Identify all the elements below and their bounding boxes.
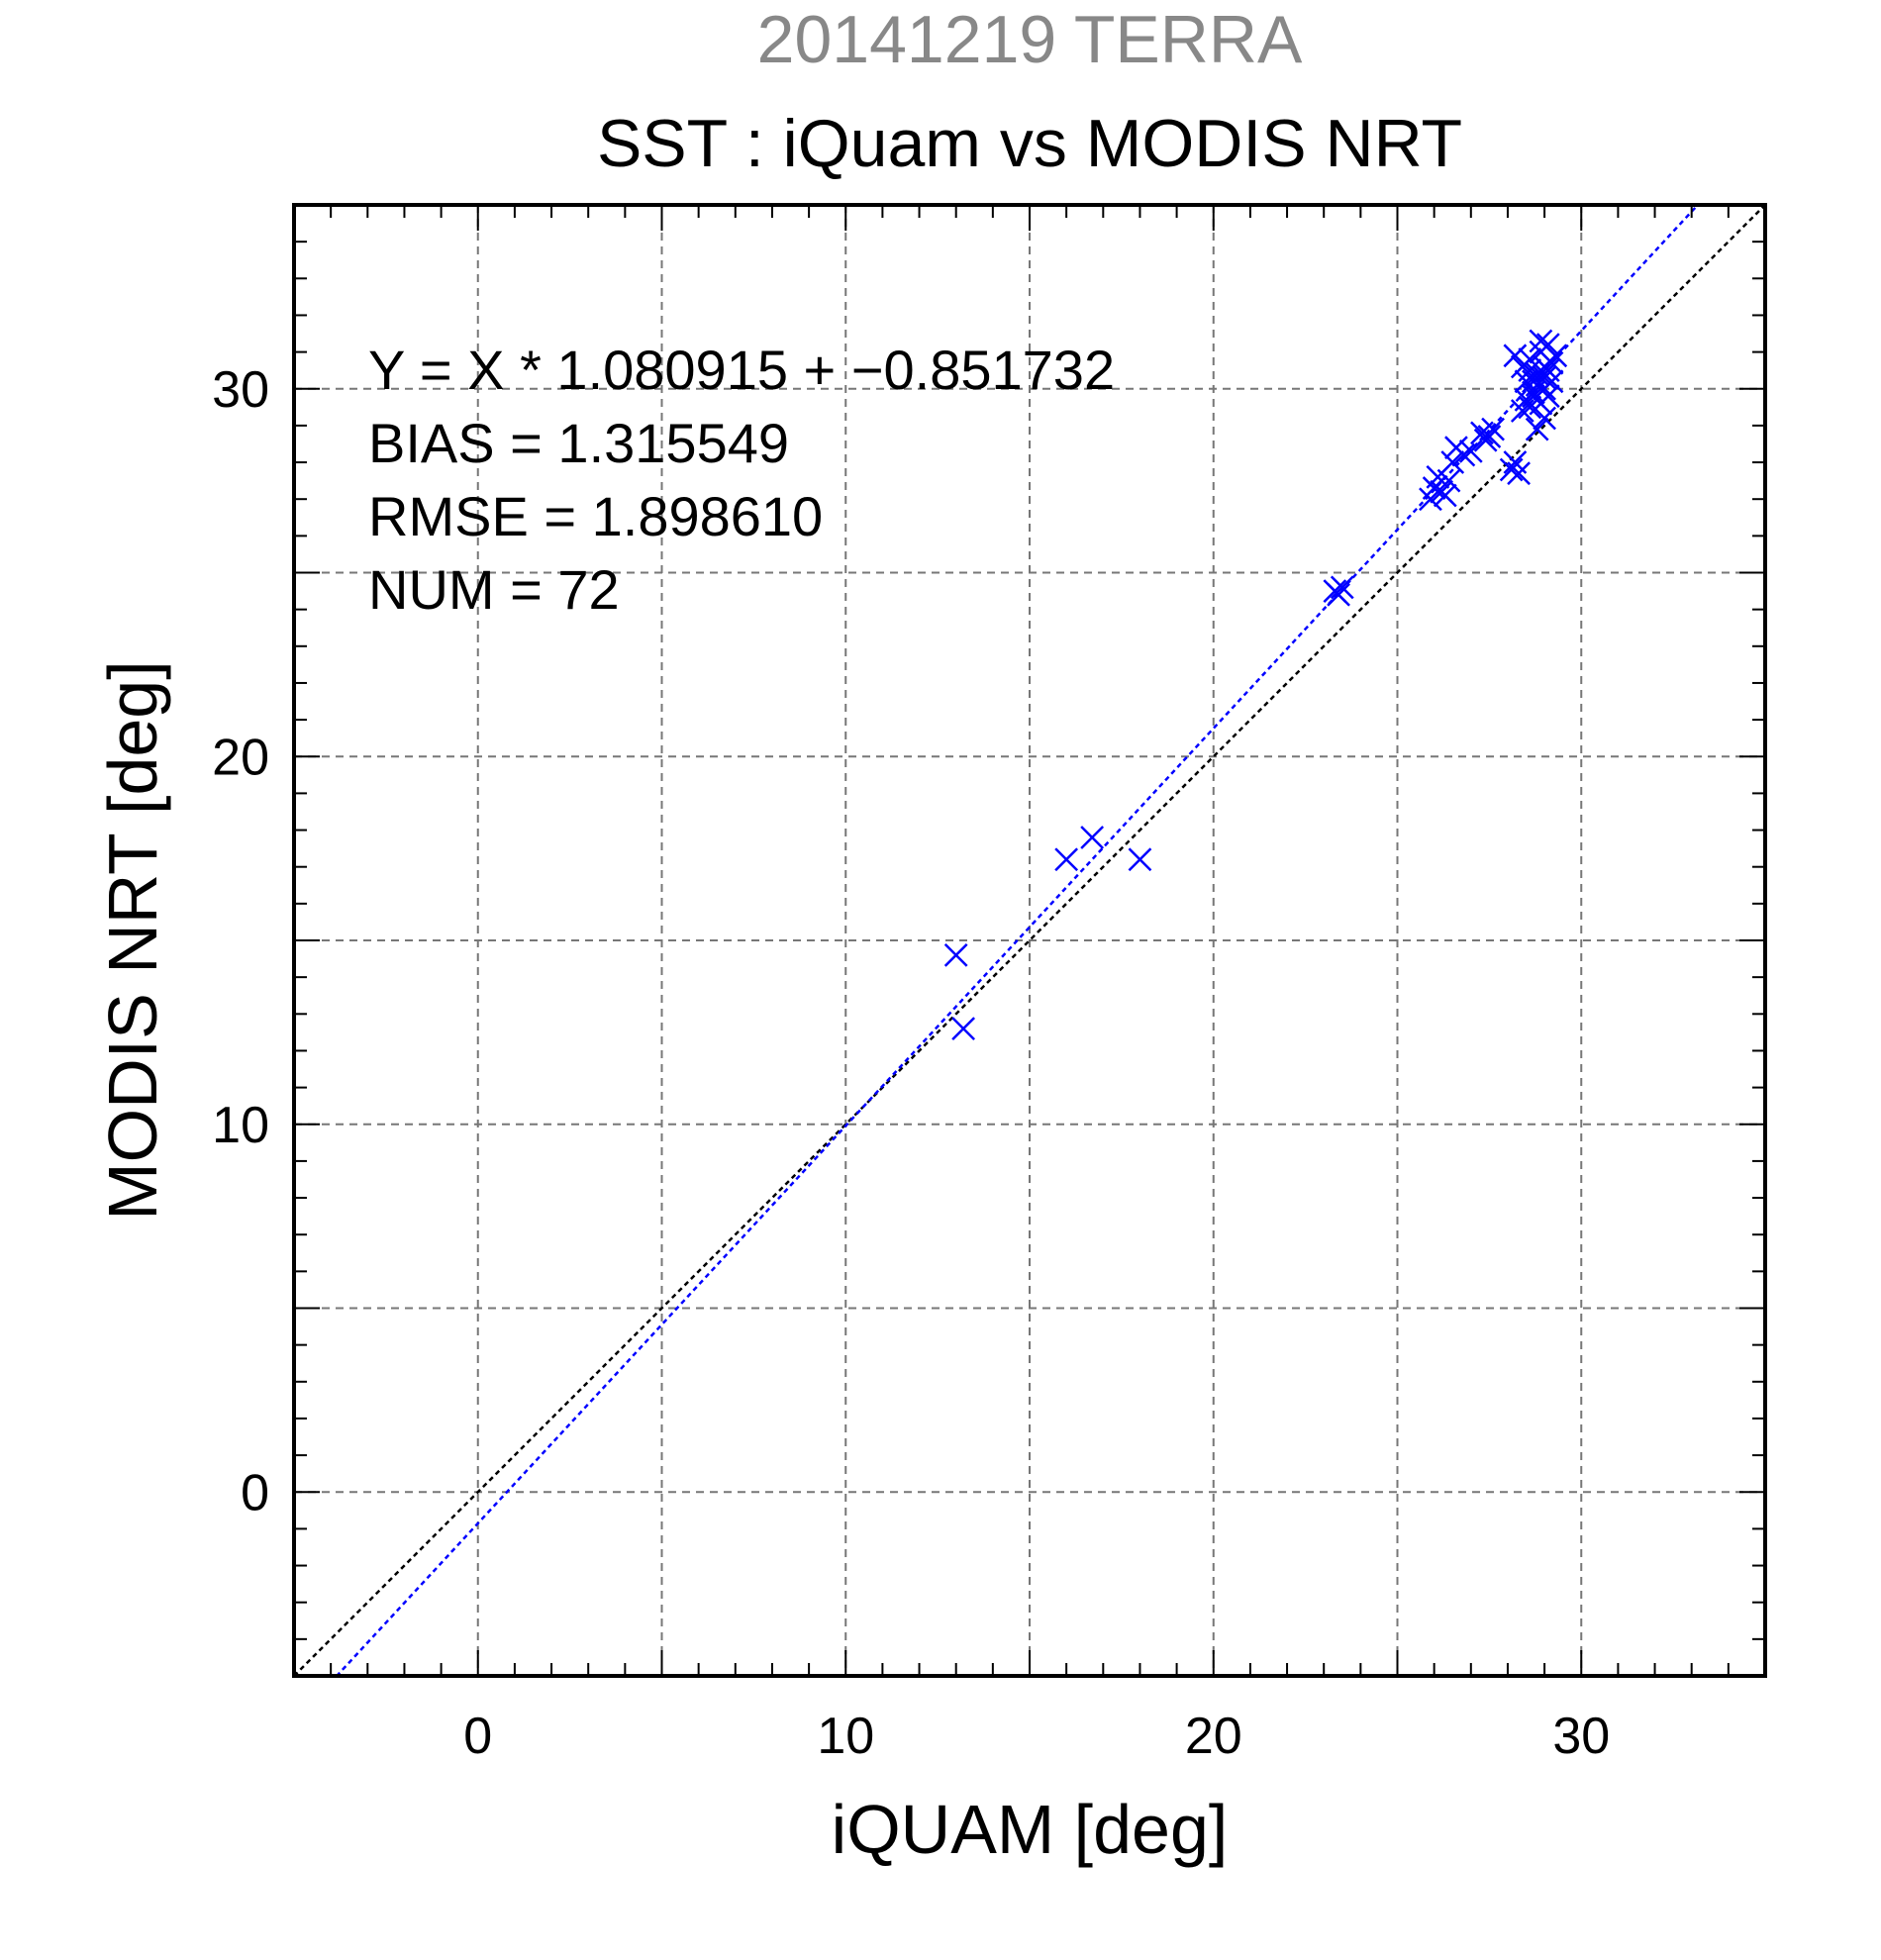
- x-tick-label: 20: [1185, 1708, 1242, 1765]
- data-point: [1518, 347, 1542, 371]
- stats-box: Y = X * 1.080915 + −0.851732 BIAS = 1.31…: [368, 339, 1115, 621]
- stats-line-rmse: RMSE = 1.898610: [368, 485, 823, 547]
- stats-line-equation: Y = X * 1.080915 + −0.851732: [368, 339, 1115, 401]
- data-point: [1128, 847, 1152, 872]
- data-point: [1330, 575, 1354, 600]
- data-point: [1518, 358, 1542, 383]
- x-axis-label: iQUAM [deg]: [832, 1791, 1229, 1868]
- tick-marks: [294, 205, 1765, 1676]
- plot-frame: [292, 203, 1767, 1678]
- x-tick-label: 0: [463, 1708, 492, 1765]
- chart-date-label: 20141219 TERRA: [757, 2, 1303, 77]
- y-axis-label: MODIS NRT [deg]: [94, 660, 171, 1220]
- data-point: [951, 1017, 976, 1041]
- x-tick-label: 30: [1552, 1708, 1610, 1765]
- reference-lines: [294, 205, 1765, 1676]
- y-tick-label: 0: [241, 1464, 269, 1521]
- data-point: [1481, 417, 1505, 441]
- data-points: [943, 329, 1568, 1041]
- y-tick-label: 10: [212, 1097, 269, 1154]
- data-point: [1327, 582, 1350, 607]
- data-point: [1451, 442, 1476, 467]
- data-point: [1499, 457, 1524, 482]
- regression-line: [335, 205, 1700, 1676]
- data-point: [943, 942, 968, 967]
- stats-line-bias: BIAS = 1.315549: [368, 412, 789, 474]
- data-point: [1440, 450, 1465, 474]
- x-tick-labels: 0 10 20 30: [463, 1708, 1610, 1765]
- x-tick-label: 10: [817, 1708, 874, 1765]
- data-point: [1473, 428, 1498, 452]
- data-point: [1054, 847, 1079, 872]
- data-point: [1535, 358, 1560, 383]
- data-point: [1458, 440, 1483, 463]
- data-point: [1525, 417, 1549, 441]
- data-point: [1535, 333, 1560, 357]
- data-point: [1539, 350, 1564, 375]
- y-tick-label: 30: [212, 361, 269, 419]
- data-point: [1436, 468, 1461, 493]
- data-point: [1533, 406, 1556, 431]
- grid: [294, 205, 1765, 1676]
- data-point: [1433, 483, 1457, 508]
- y-tick-labels: 0 10 20 30: [212, 361, 269, 1522]
- stats-line-num: NUM = 72: [368, 558, 620, 621]
- data-point: [1507, 461, 1531, 486]
- data-point: [1080, 826, 1105, 849]
- data-point: [1510, 399, 1534, 423]
- chart-title: SST : iQuam vs MODIS NRT: [597, 106, 1462, 181]
- y-tick-label: 20: [212, 729, 269, 786]
- data-point: [1529, 329, 1553, 353]
